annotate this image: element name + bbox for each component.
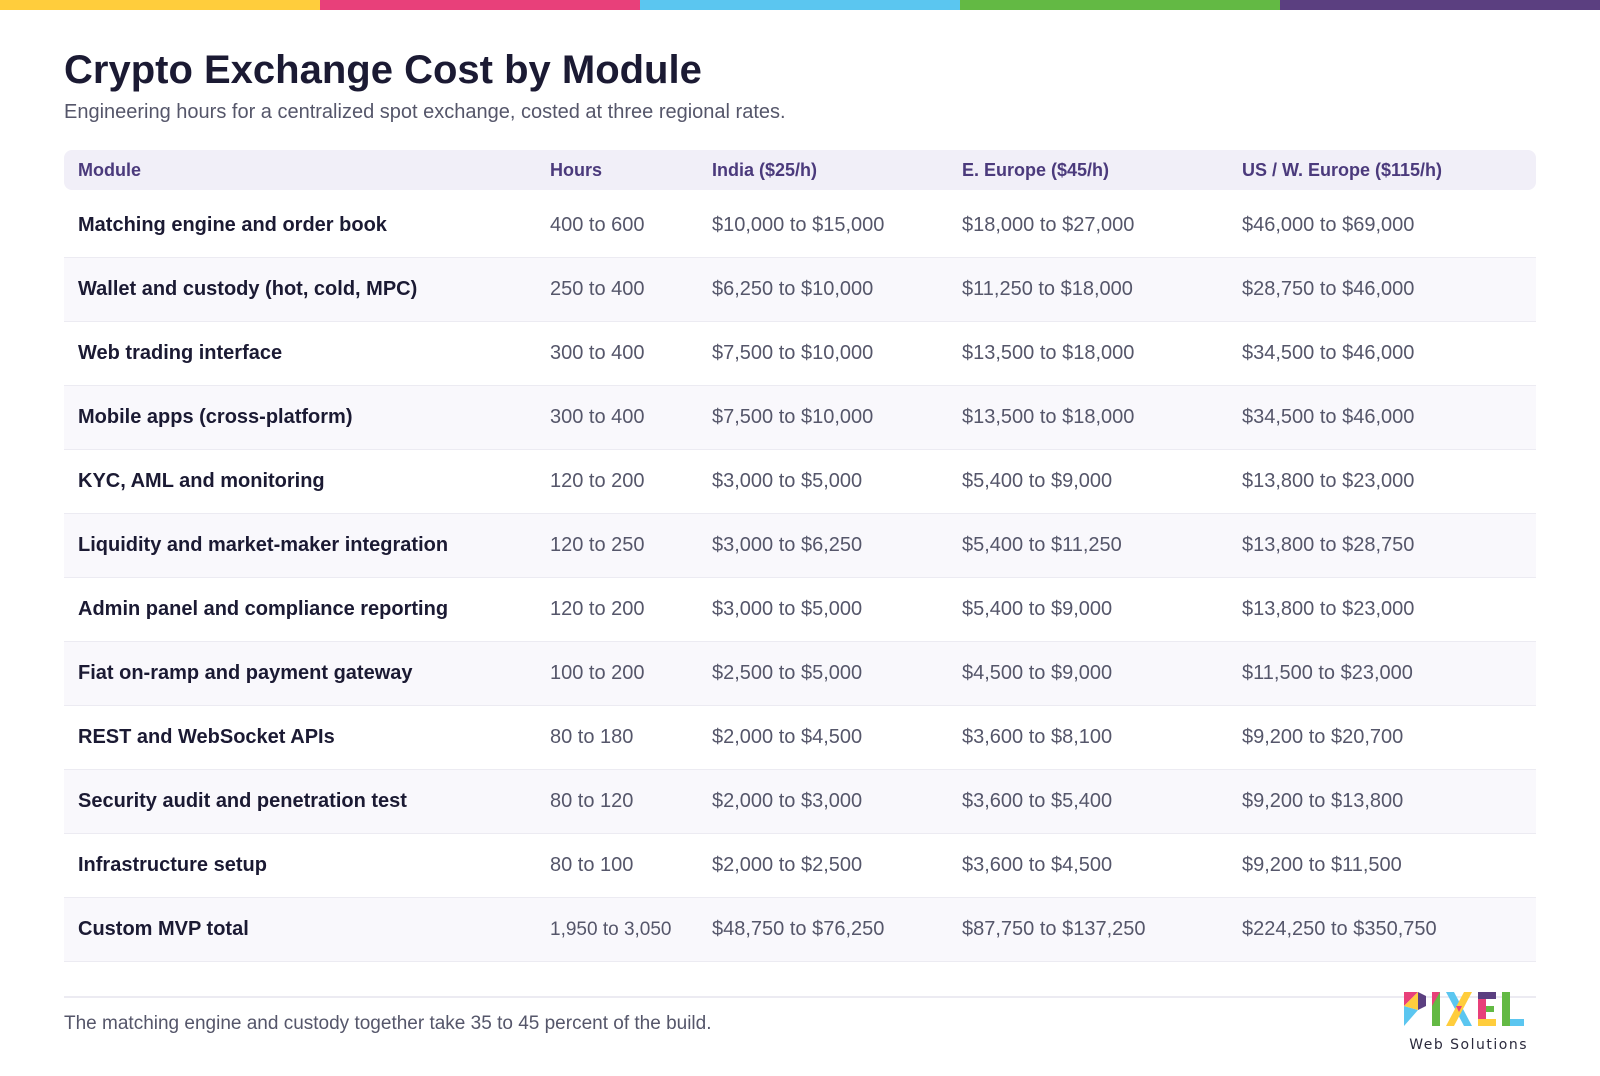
cell-us-western-europe: $9,200 to $13,800 [1242, 790, 1404, 812]
cell-india: $3,000 to $5,000 [712, 598, 863, 620]
page-title: Crypto Exchange Cost by Module [64, 48, 702, 92]
header-module: Module [78, 159, 141, 180]
table-row: Security audit and penetration test 80 to… [64, 770, 1536, 834]
cell-module: Liquidity and market-maker integration [78, 534, 449, 556]
cell-module: Fiat on-ramp and payment gateway [78, 662, 413, 684]
cell-module: Infrastructure setup [78, 854, 267, 876]
cell-india: $3,000 to $6,250 [712, 534, 863, 556]
cell-module: Matching engine and order book [78, 214, 387, 236]
cell-us-western-europe: $28,750 to $46,000 [1242, 278, 1415, 300]
cell-eastern-europe: $5,400 to $9,000 [962, 470, 1113, 492]
cell-india: $48,750 to $76,250 [712, 918, 885, 940]
cell-india: $2,000 to $3,000 [712, 790, 863, 812]
cell-hours: 80 to 180 [550, 726, 634, 748]
header-us-western-europe: US / W. Europe ($115/h) [1242, 159, 1443, 180]
color-bar-segment [1280, 0, 1600, 10]
table-row: REST and WebSocket APIs 80 to 180 $2,000 t… [64, 706, 1536, 770]
color-bar-segment [960, 0, 1280, 10]
cell-eastern-europe: $13,500 to $18,000 [962, 342, 1135, 364]
cell-hours: 80 to 100 [550, 854, 634, 876]
table-row: KYC, AML and monitoring 120 to 200 $3,000 … [64, 450, 1536, 514]
cost-table: Module Hours India ($25/h) E. Europe ($4… [64, 150, 1536, 962]
table-row: Web trading interface 300 to 400 $7,500 to… [64, 322, 1536, 386]
cell-india: $7,500 to $10,000 [712, 342, 874, 364]
cell-module: Admin panel and compliance reporting [78, 598, 449, 620]
cell-eastern-europe: $11,250 to $18,000 [962, 278, 1133, 300]
cell-eastern-europe: $5,400 to $11,250 [962, 534, 1122, 556]
table-total-row: Custom MVP total 1,950 to 3,050 $48,750 to… [64, 898, 1536, 962]
table-row: Matching engine and order book 400 to 600… [64, 194, 1536, 258]
cell-eastern-europe: $5,400 to $9,000 [962, 598, 1113, 620]
cell-hours: 250 to 400 [550, 278, 645, 300]
header-india: India ($25/h) [712, 159, 818, 180]
table-row: Wallet and custody (hot, cold, MPC) 250 t… [64, 258, 1536, 322]
cell-hours: 120 to 250 [550, 534, 645, 556]
cell-india: $2,500 to $5,000 [712, 662, 863, 684]
cell-module: REST and WebSocket APIs [78, 726, 335, 748]
cell-us-western-europe: $13,800 to $28,750 [1242, 534, 1415, 556]
cell-module: Mobile apps (cross-platform) [78, 406, 353, 428]
pixel-logo-icon [1404, 992, 1524, 1026]
cell-eastern-europe: $3,600 to $4,500 [962, 854, 1113, 876]
cell-module: Web trading interface [78, 342, 283, 364]
cell-eastern-europe: $4,500 to $9,000 [962, 662, 1113, 684]
cell-us-western-europe: $13,800 to $23,000 [1242, 470, 1415, 492]
cell-us-western-europe: $46,000 to $69,000 [1242, 214, 1415, 236]
cell-hours: 80 to 120 [550, 790, 634, 812]
color-bar-segment [640, 0, 960, 10]
pixel-web-solutions-logo: Web Solutions [1398, 986, 1528, 1066]
cell-hours: 120 to 200 [550, 598, 645, 620]
cell-india: $7,500 to $10,000 [712, 406, 874, 428]
cell-hours: 300 to 400 [550, 342, 645, 364]
color-bar-segment [320, 0, 640, 10]
cell-us-western-europe: $13,800 to $23,000 [1242, 598, 1415, 620]
footnote: The matching engine and custody together… [64, 1013, 712, 1034]
cell-module: KYC, AML and monitoring [78, 470, 325, 492]
header-hours: Hours [550, 159, 603, 180]
table-row: Mobile apps (cross-platform) 300 to 400 $7… [64, 386, 1536, 450]
cell-us-western-europe: $9,200 to $20,700 [1242, 726, 1404, 748]
cell-eastern-europe: $13,500 to $18,000 [962, 406, 1135, 428]
header-eastern-europe: E. Europe ($45/h) [962, 159, 1110, 180]
table-row: Fiat on-ramp and payment gateway 100 to 2… [64, 642, 1536, 706]
cell-hours: 1,950 to 3,050 [550, 918, 672, 940]
table-row: Liquidity and market-maker integration 12… [64, 514, 1536, 578]
table-header: Module Hours India ($25/h) E. Europe ($4… [64, 150, 1536, 190]
cell-eastern-europe: $3,600 to $5,400 [962, 790, 1113, 812]
cell-india: $3,000 to $5,000 [712, 470, 863, 492]
cell-hours: 120 to 200 [550, 470, 645, 492]
color-bar-segment [0, 0, 320, 10]
table-row: Admin panel and compliance reporting 120 … [64, 578, 1536, 642]
cell-india: $2,000 to $4,500 [712, 726, 863, 748]
cell-hours: 300 to 400 [550, 406, 645, 428]
cell-us-western-europe: $34,500 to $46,000 [1242, 342, 1415, 364]
cell-module: Wallet and custody (hot, cold, MPC) [78, 278, 418, 300]
footer-divider [64, 996, 1536, 998]
cell-us-western-europe: $9,200 to $11,500 [1242, 854, 1402, 876]
logo-tagline: Web Solutions [1409, 1037, 1528, 1053]
cell-us-western-europe: $224,250 to $350,750 [1242, 918, 1437, 940]
cell-india: $10,000 to $15,000 [712, 214, 885, 236]
cell-hours: 400 to 600 [550, 214, 645, 236]
table-body: Matching engine and order book 400 to 600… [64, 194, 1536, 962]
cell-module: Custom MVP total [78, 918, 249, 940]
cell-us-western-europe: $34,500 to $46,000 [1242, 406, 1415, 428]
cell-india: $6,250 to $10,000 [712, 278, 874, 300]
cell-us-western-europe: $11,500 to $23,000 [1242, 662, 1413, 684]
table-row: Infrastructure setup 80 to 100 $2,000 to $… [64, 834, 1536, 898]
cell-eastern-europe: $87,750 to $137,250 [962, 918, 1146, 940]
cell-india: $2,000 to $2,500 [712, 854, 863, 876]
cell-hours: 100 to 200 [550, 662, 645, 684]
cell-eastern-europe: $18,000 to $27,000 [962, 214, 1135, 236]
page-subtitle: Engineering hours for a centralized spot… [64, 101, 786, 123]
top-color-bar [0, 0, 1600, 10]
cell-eastern-europe: $3,600 to $8,100 [962, 726, 1113, 748]
cell-module: Security audit and penetration test [78, 790, 407, 812]
